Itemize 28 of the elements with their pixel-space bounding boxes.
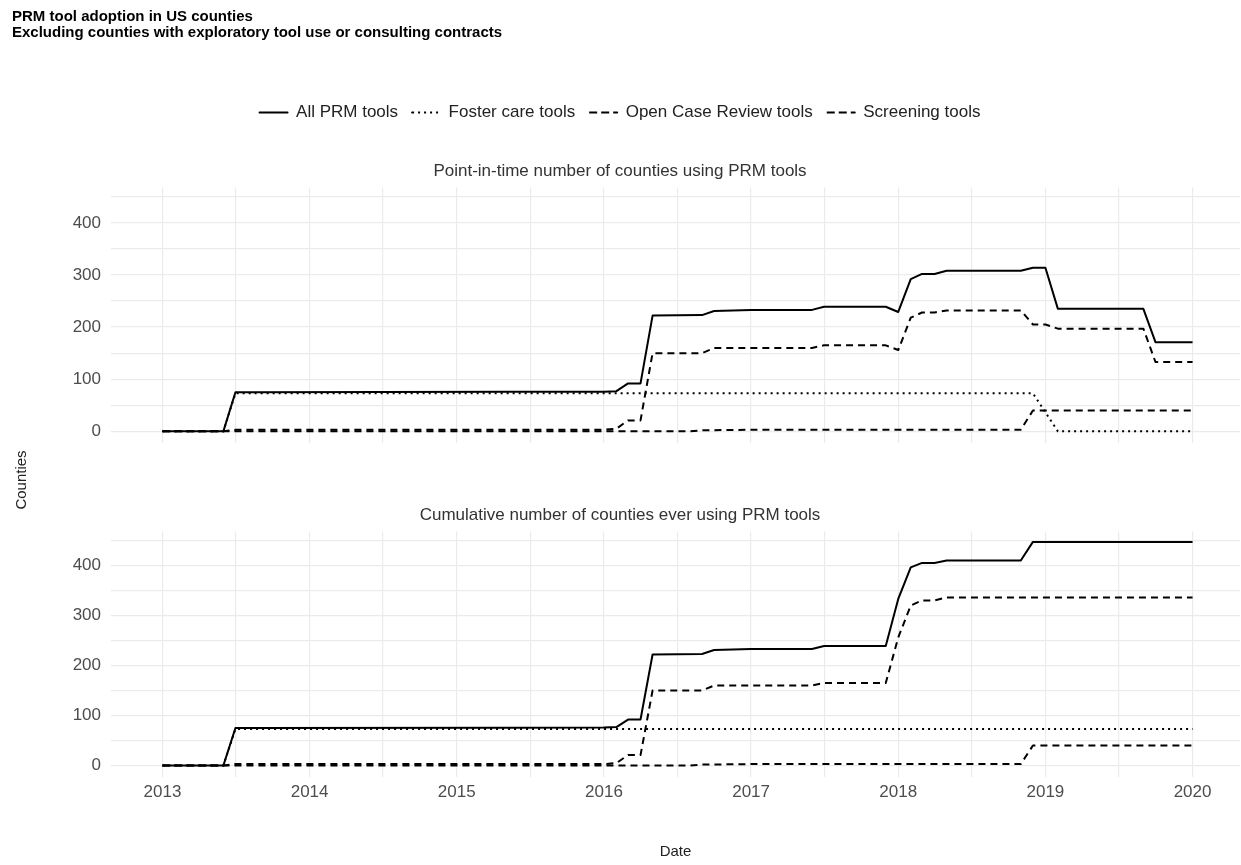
text: PRM tool adoption in US counties [12, 7, 254, 24]
x-tick-label: 2013 [143, 782, 182, 802]
y-tick-label: 100 [72, 368, 101, 388]
x-tick-label: 2016 [585, 782, 623, 802]
y-axis-title: Counties [11, 450, 29, 510]
y-tick-label: 300 [72, 605, 101, 625]
x-tick-label: 2020 [1173, 782, 1212, 802]
legend-label: All PRM tools [296, 102, 399, 122]
legend-label: Foster care tools [448, 102, 576, 122]
x-tick-label: 2014 [290, 782, 329, 802]
y-tick-label: 300 [72, 264, 101, 284]
y-tick-label: 200 [72, 316, 101, 336]
x-tick-label: 2018 [879, 782, 918, 802]
y-tick-label: 100 [72, 705, 101, 725]
text: Excluding counties with exploratory tool use or consulting contracts [12, 23, 503, 40]
x-axis-title: Date [659, 842, 692, 860]
chart-title: Point-in-time number of counties using PRM tools [433, 160, 807, 180]
legend-label: Screening tools [863, 102, 981, 122]
x-tick-label: 2017 [732, 782, 770, 802]
y-tick-label: 400 [72, 212, 101, 232]
legend-label: Open Case Review tools [625, 102, 813, 122]
x-tick-label: 2015 [437, 782, 476, 802]
y-tick-label: 0 [91, 421, 101, 441]
y-tick-label: 200 [72, 655, 101, 675]
y-tick-label: 0 [91, 755, 101, 775]
x-tick-label: 2019 [1026, 782, 1065, 802]
y-tick-label: 400 [72, 555, 101, 575]
chart-title: Cumulative number of counties ever using PRM tools [419, 504, 821, 524]
